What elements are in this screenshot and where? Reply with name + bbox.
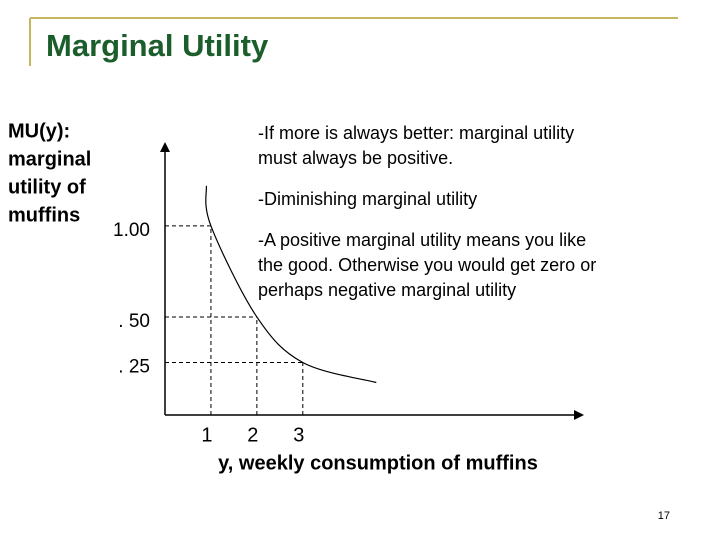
y-axis-label: marginal (8, 148, 91, 170)
note: -Diminishing marginal utility (258, 189, 477, 209)
slide-title: Marginal Utility (46, 28, 269, 63)
page-number: 17 (658, 510, 670, 522)
mu-curve (205, 185, 377, 384)
note: -If more is always better: marginal util… (258, 123, 574, 143)
note: the good. Otherwise you would get zero o… (258, 255, 596, 275)
x-axis-arrow (574, 410, 584, 420)
y-axis-label: muffins (8, 204, 80, 226)
x-tick-label: 1 (201, 424, 212, 446)
x-tick-label: 2 (247, 424, 258, 446)
x-axis-label: y, weekly consumption of muffins (218, 452, 538, 474)
note: perhaps negative marginal utility (258, 280, 516, 300)
note: must always be positive. (258, 148, 453, 168)
y-tick-label: 1.00 (113, 220, 150, 241)
note: -A positive marginal utility means you l… (258, 230, 586, 250)
x-tick-label: 3 (293, 424, 304, 446)
y-tick-label: . 25 (118, 356, 150, 377)
y-axis-arrow (160, 142, 170, 152)
y-tick-label: . 50 (118, 311, 150, 332)
y-axis-label: utility of (8, 176, 86, 198)
y-axis-label: MU(y): (8, 120, 70, 142)
